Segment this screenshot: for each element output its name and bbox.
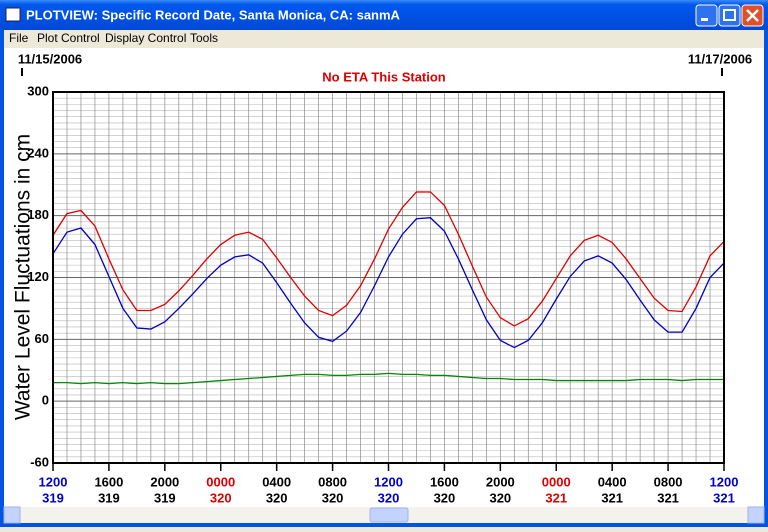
- minimize-button[interactable]: [695, 4, 718, 27]
- y-tick-label: -60: [30, 454, 49, 469]
- x-tick-day: 321: [545, 490, 567, 505]
- x-tick-day: 321: [657, 490, 679, 505]
- x-tick-label: 1200: [710, 474, 739, 489]
- y-tick-label: 240: [27, 145, 49, 160]
- x-tick-day: 320: [322, 490, 344, 505]
- x-tick-label: 0000: [542, 474, 571, 489]
- x-tick-day: 319: [98, 490, 120, 505]
- x-tick-day: 320: [210, 490, 232, 505]
- title-bar: [0, 0, 768, 30]
- window-title: PLOTVIEW: Specific Record Date, Santa Mo…: [26, 7, 401, 22]
- x-tick-label: 0000: [206, 474, 235, 489]
- x-tick-label: 1200: [39, 474, 68, 489]
- app-icon: [5, 7, 21, 22]
- maximize-button[interactable]: [718, 4, 741, 27]
- menu-bar: [4, 30, 764, 48]
- close-button[interactable]: [741, 4, 764, 27]
- x-tick-label: 1200: [374, 474, 403, 489]
- x-tick-day: 319: [154, 490, 176, 505]
- x-tick-label: 0800: [654, 474, 683, 489]
- x-tick-label: 1600: [94, 474, 123, 489]
- series-line: [53, 372, 724, 385]
- menu-item[interactable]: Display Control: [105, 31, 186, 45]
- start-date: 11/15/2006: [18, 51, 82, 66]
- x-tick-day: 321: [601, 490, 623, 505]
- chart-title: No ETA This Station: [322, 69, 446, 84]
- y-axis-label: Water Level Fluctuations in cm: [12, 134, 35, 420]
- x-tick-day: 320: [434, 490, 456, 505]
- x-tick-day: 321: [713, 490, 735, 505]
- x-tick-label: 0400: [262, 474, 291, 489]
- y-tick-label: 120: [27, 269, 49, 284]
- horizontal-scrollbar[interactable]: [3, 506, 765, 524]
- series-line: [52, 191, 725, 327]
- plot-border: [52, 91, 725, 464]
- x-tick-day: 319: [42, 490, 64, 505]
- x-tick-day: 320: [266, 490, 288, 505]
- menu-item[interactable]: File: [9, 31, 29, 45]
- y-tick-label: 180: [27, 207, 49, 222]
- y-tick-label: 0: [42, 393, 49, 408]
- x-tick-label: 2000: [150, 474, 179, 489]
- y-tick-label: 300: [27, 83, 49, 98]
- x-tick-day: 320: [489, 490, 511, 505]
- x-tick-label: 2000: [486, 474, 515, 489]
- y-tick-label: 60: [35, 331, 49, 346]
- x-tick-day: 320: [378, 490, 400, 505]
- x-tick-label: 0400: [598, 474, 627, 489]
- x-tick-label: 1600: [430, 474, 459, 489]
- menu-item[interactable]: Plot Control: [37, 31, 100, 45]
- x-tick-label: 0800: [318, 474, 347, 489]
- menu-item[interactable]: Tools: [190, 31, 218, 45]
- series-line: [52, 217, 725, 349]
- end-date: 11/17/2006: [688, 51, 752, 66]
